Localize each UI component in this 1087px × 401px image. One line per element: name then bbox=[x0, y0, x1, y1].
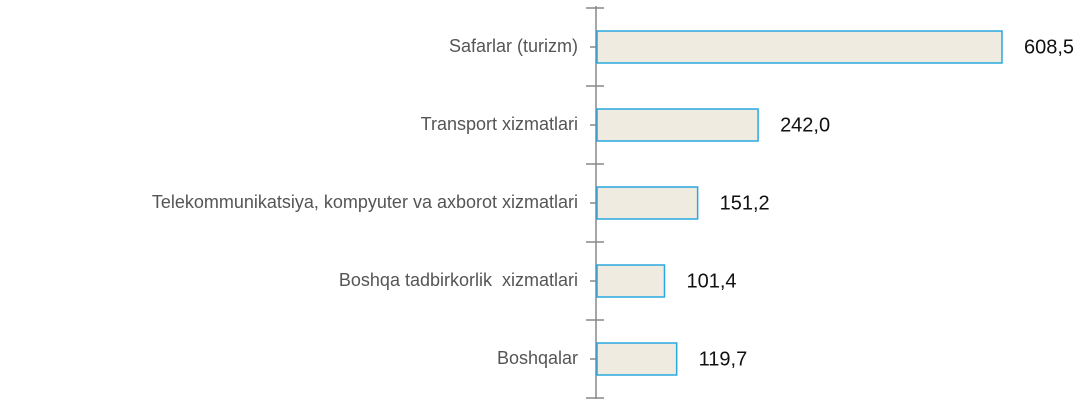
value-label: 242,0 bbox=[780, 114, 830, 136]
category-label: Boshqa tadbirkorlik xizmatlari bbox=[339, 270, 578, 290]
value-label: 151,2 bbox=[720, 192, 770, 214]
category-label: Telekommunikatsiya, kompyuter va axborot… bbox=[152, 192, 578, 212]
category-label: Transport xizmatlari bbox=[421, 114, 578, 134]
bar bbox=[596, 30, 1003, 64]
bar bbox=[596, 264, 666, 298]
value-label: 119,7 bbox=[699, 348, 748, 370]
category-label: Safarlar (turizm) bbox=[449, 36, 578, 56]
value-label: 608,5 bbox=[1024, 36, 1074, 58]
bar bbox=[596, 186, 699, 220]
bar bbox=[596, 342, 678, 376]
value-label: 101,4 bbox=[686, 270, 736, 292]
category-label: Boshqalar bbox=[497, 348, 578, 368]
bar bbox=[596, 108, 759, 142]
